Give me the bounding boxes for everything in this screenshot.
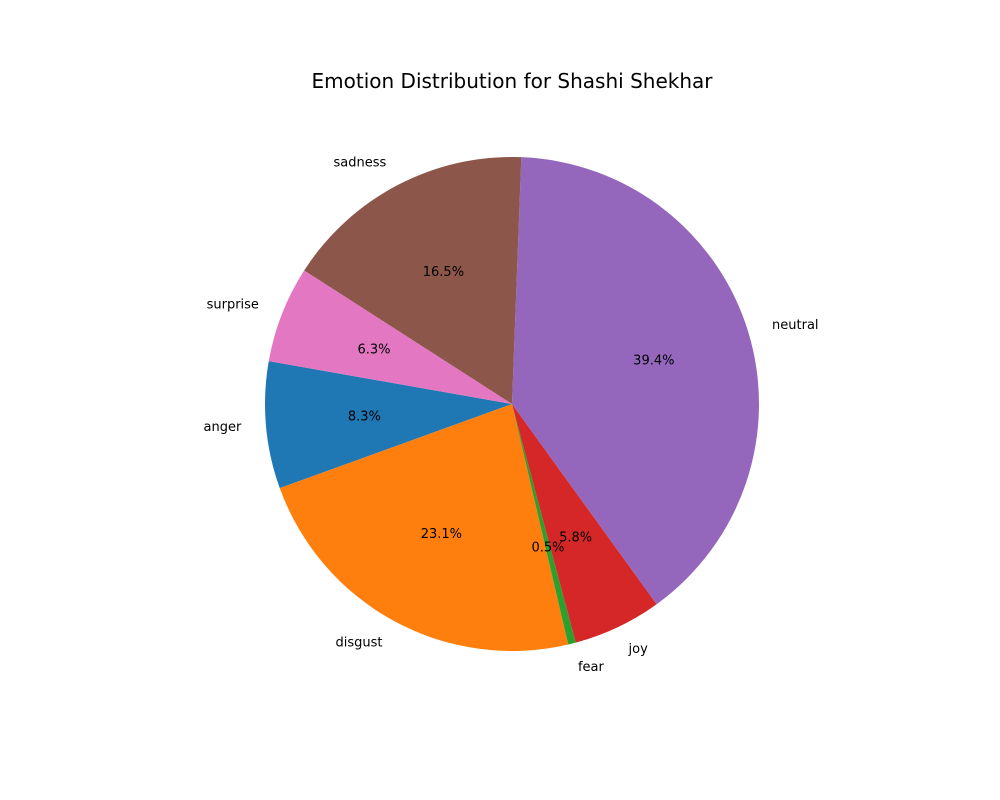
slice-label-disgust: disgust bbox=[335, 635, 382, 650]
pct-label-sadness: 16.5% bbox=[423, 265, 464, 280]
slice-label-neutral: neutral bbox=[772, 318, 819, 333]
chart-title: Emotion Distribution for Shashi Shekhar bbox=[312, 69, 714, 93]
slice-label-fear: fear bbox=[578, 660, 605, 675]
pct-label-anger: 8.3% bbox=[348, 409, 381, 424]
slices-layer bbox=[264, 157, 759, 652]
pie-slice-joy bbox=[512, 404, 657, 643]
pct-label-fear: 0.5% bbox=[531, 540, 564, 555]
pie-slice-sadness bbox=[304, 157, 522, 404]
pie-slice-neutral bbox=[512, 157, 759, 605]
pct-label-neutral: 39.4% bbox=[633, 354, 674, 369]
slice-label-sadness: sadness bbox=[333, 156, 386, 171]
pie-slice-disgust bbox=[279, 404, 569, 652]
pct-label-disgust: 23.1% bbox=[421, 527, 462, 542]
pie-slice-anger bbox=[264, 361, 512, 489]
pct-label-joy: 5.8% bbox=[559, 530, 592, 545]
labels-layer: anger 8.3% disgust 23.1% fear 0.5% joy 5.8% neut… bbox=[204, 156, 819, 675]
pie-slice-surprise bbox=[268, 270, 512, 404]
pct-label-surprise: 6.3% bbox=[357, 343, 390, 358]
slice-label-surprise: surprise bbox=[207, 298, 259, 313]
slice-label-joy: joy bbox=[628, 642, 649, 657]
slice-label-anger: anger bbox=[204, 420, 242, 435]
pie-slice-fear bbox=[512, 404, 576, 645]
